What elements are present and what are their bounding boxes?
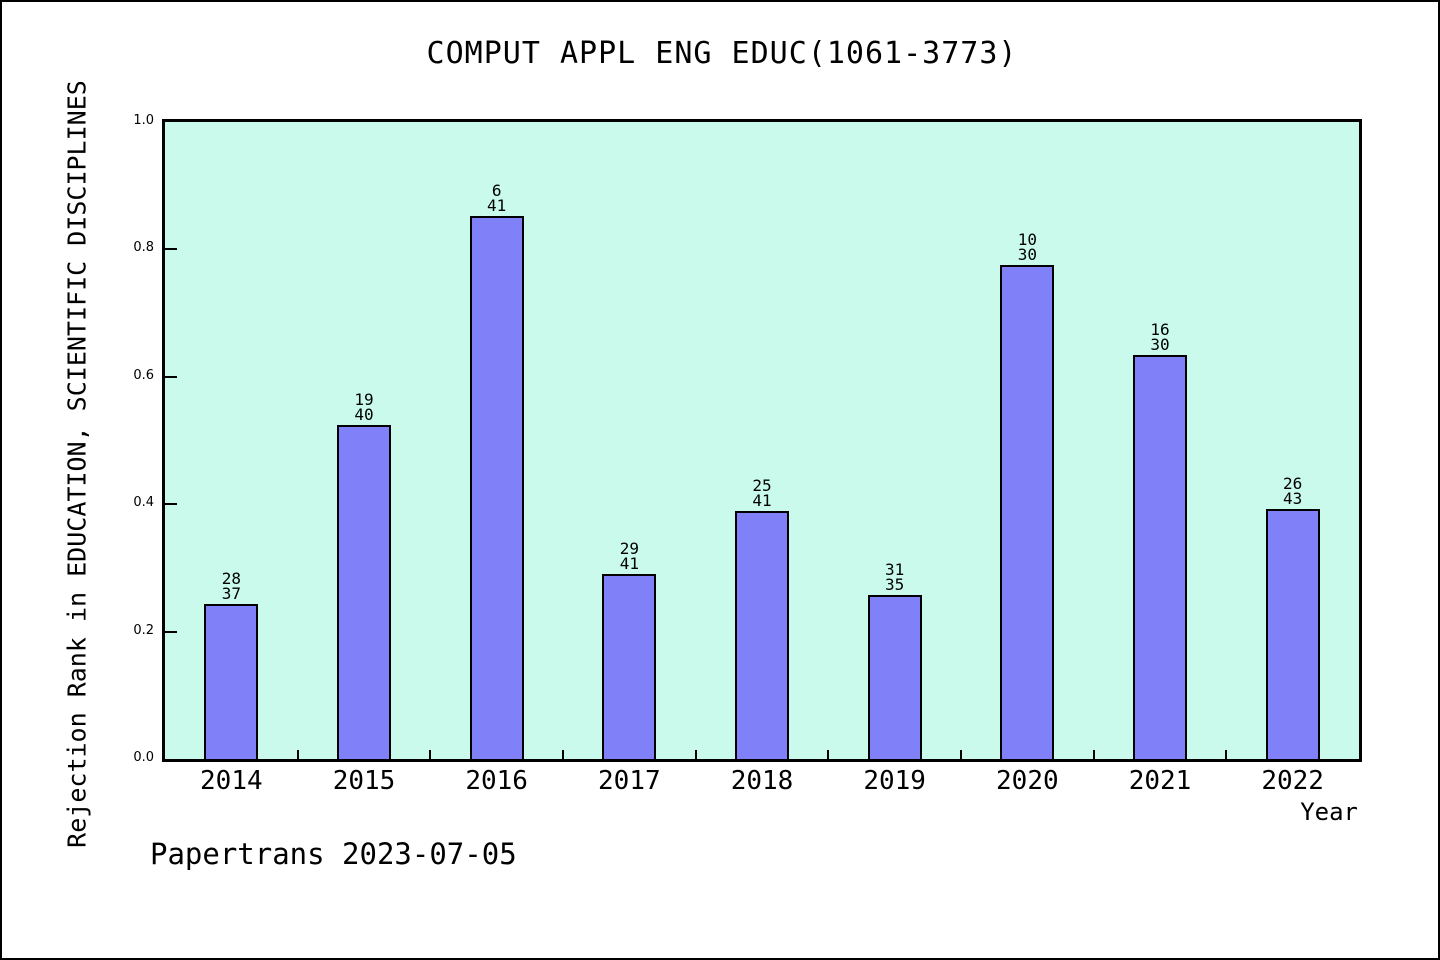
x-tick-label-2016: 2016 [465,766,528,796]
bar-value-label: 16 30 [1150,320,1170,354]
bar-2014 [204,604,259,759]
bar-value-label: 19 40 [354,390,374,424]
x-tick-mark [562,750,564,759]
plot-area: 28 37 19 40 6 41 29 41 25 41 31 35 10 30 16 30 2… [162,119,1362,762]
y-tick-mark [165,630,177,633]
x-tick-mark [827,750,830,759]
bar-value-label: 10 30 [1017,230,1037,264]
x-tick-mark [960,750,962,759]
y-tick-mark [165,248,177,251]
bar-2019 [867,595,922,759]
x-tick-label-2014: 2014 [200,766,263,796]
bar-2021 [1133,355,1187,759]
bar-2018 [735,511,789,759]
x-axis-title: Year [1300,798,1358,826]
x-tick-mark [694,750,697,759]
bar-value-label: 28 37 [221,569,241,603]
watermark-text: Papertrans 2023-07-05 [150,837,517,871]
x-tick-mark [296,750,299,759]
x-tick-label-2015: 2015 [332,766,396,796]
x-tick-label-2020: 2020 [996,766,1059,796]
bar-value-label: 31 35 [885,560,905,594]
y-tick-label-0.0: 0.0 [133,750,154,765]
chart-title: COMPUT APPL ENG EDUC(1061-3773) [426,36,1018,71]
bar-value-label: 25 41 [752,476,772,510]
bar-value-label: 6 41 [487,181,507,215]
y-tick-label-0.2: 0.2 [133,622,154,638]
y-tick-label-0.6: 0.6 [133,367,154,383]
y-tick-mark [165,503,177,506]
x-tick-label-2017: 2017 [598,766,661,796]
bar-2015 [337,425,391,759]
x-tick-mark [1092,750,1095,759]
y-tick-label-0.4: 0.4 [133,495,154,511]
bar-2022 [1265,509,1320,759]
x-tick-mark [1225,750,1228,759]
x-tick-label-2022: 2022 [1261,766,1324,796]
bar-2020 [1000,265,1055,759]
y-tick-label-1.0: 1.0 [133,113,154,128]
x-tick-mark [429,750,432,759]
bar-value-label: 29 41 [619,539,639,573]
bar-2017 [602,574,657,759]
x-tick-label-2018: 2018 [730,766,794,796]
y-axis-title: Rejection Rank in EDUCATION, SCIENTIFIC … [62,80,92,848]
y-tick-label-0.8: 0.8 [133,240,154,256]
bar-value-label: 26 43 [1283,474,1303,508]
y-tick-mark [165,375,177,378]
x-tick-label-2019: 2019 [863,766,926,796]
bar-2016 [469,216,524,759]
x-tick-label-2021: 2021 [1128,766,1192,796]
